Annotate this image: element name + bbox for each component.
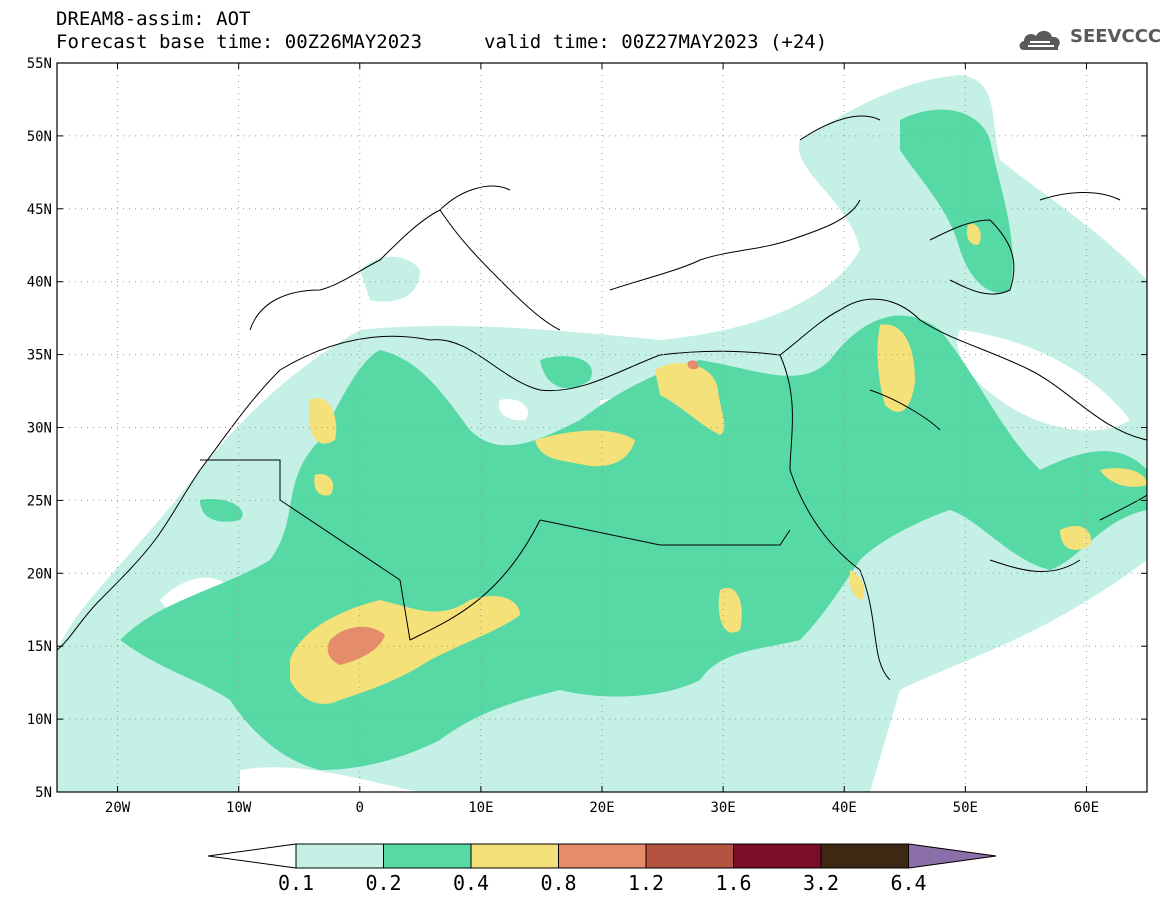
cloud-logo-icon bbox=[1019, 30, 1060, 50]
longitude-axis: 20W 10W 0 10E 20E 30E 40E 50E 60E bbox=[105, 63, 1099, 816]
lat-tick-label: 30N bbox=[27, 421, 52, 437]
logo-text: SEEVCCC bbox=[1070, 26, 1162, 47]
lat-tick-label: 25N bbox=[27, 493, 52, 509]
colorbar-label: 0.4 bbox=[453, 871, 489, 895]
colorbar-segment bbox=[645, 843, 734, 869]
lat-tick-label: 40N bbox=[27, 275, 52, 291]
coastlines bbox=[57, 115, 1147, 681]
colorbar-label: 0.1 bbox=[278, 871, 314, 895]
lon-tick-label: 10W bbox=[226, 800, 252, 816]
lat-tick-label: 50N bbox=[27, 129, 52, 145]
lon-tick-label: 50E bbox=[953, 800, 978, 816]
lat-tick-label: 5N bbox=[35, 785, 52, 801]
colorbar-segment bbox=[733, 843, 822, 869]
colorbar-segment bbox=[470, 843, 559, 869]
colorbar-label: 3.2 bbox=[803, 871, 839, 895]
aot-level-0.8 bbox=[327, 360, 699, 665]
colorbar-segment bbox=[820, 843, 909, 869]
colorbar-label: 6.4 bbox=[890, 871, 926, 895]
lat-tick-label: 10N bbox=[27, 712, 52, 728]
valid-time-label: valid time: 00Z27MAY2023 (+24) bbox=[484, 31, 828, 53]
lat-tick-label: 55N bbox=[27, 56, 52, 72]
colorbar-arrow-right bbox=[908, 843, 997, 869]
lat-tick-label: 15N bbox=[27, 639, 52, 655]
colorbar-label: 1.6 bbox=[715, 871, 751, 895]
colorbar-label: 1.2 bbox=[628, 871, 664, 895]
lon-tick-label: 40E bbox=[832, 800, 857, 816]
colorbar: 0.1 0.2 0.4 0.8 1.2 1.6 3.2 6.4 bbox=[207, 843, 997, 895]
lon-tick-label: 60E bbox=[1074, 800, 1099, 816]
lon-tick-label: 30E bbox=[710, 800, 735, 816]
lon-tick-label: 20W bbox=[105, 800, 131, 816]
lat-tick-label: 35N bbox=[27, 348, 52, 364]
chart-title: DREAM8-assim: AOT bbox=[56, 8, 251, 30]
colorbar-segment bbox=[295, 843, 384, 869]
colorbar-arrow-left bbox=[207, 843, 297, 869]
lat-tick-label: 45N bbox=[27, 202, 52, 218]
colorbar-segment bbox=[558, 843, 647, 869]
latitude-axis: 55N 50N 45N 40N 35N 30N 25N 20N 15N 10N 5N bbox=[27, 56, 1147, 801]
aot-level-0.4 bbox=[290, 224, 1147, 704]
lon-tick-label: 10E bbox=[468, 800, 493, 816]
colorbar-segment bbox=[383, 843, 472, 869]
lon-tick-label: 0 bbox=[356, 800, 364, 816]
colorbar-label: 0.2 bbox=[365, 871, 401, 895]
aot-field bbox=[57, 63, 1147, 792]
base-time-label: Forecast base time: 00Z26MAY2023 bbox=[56, 31, 423, 53]
lat-tick-label: 20N bbox=[27, 566, 52, 582]
lon-tick-label: 20E bbox=[589, 800, 614, 816]
colorbar-label: 0.8 bbox=[540, 871, 576, 895]
